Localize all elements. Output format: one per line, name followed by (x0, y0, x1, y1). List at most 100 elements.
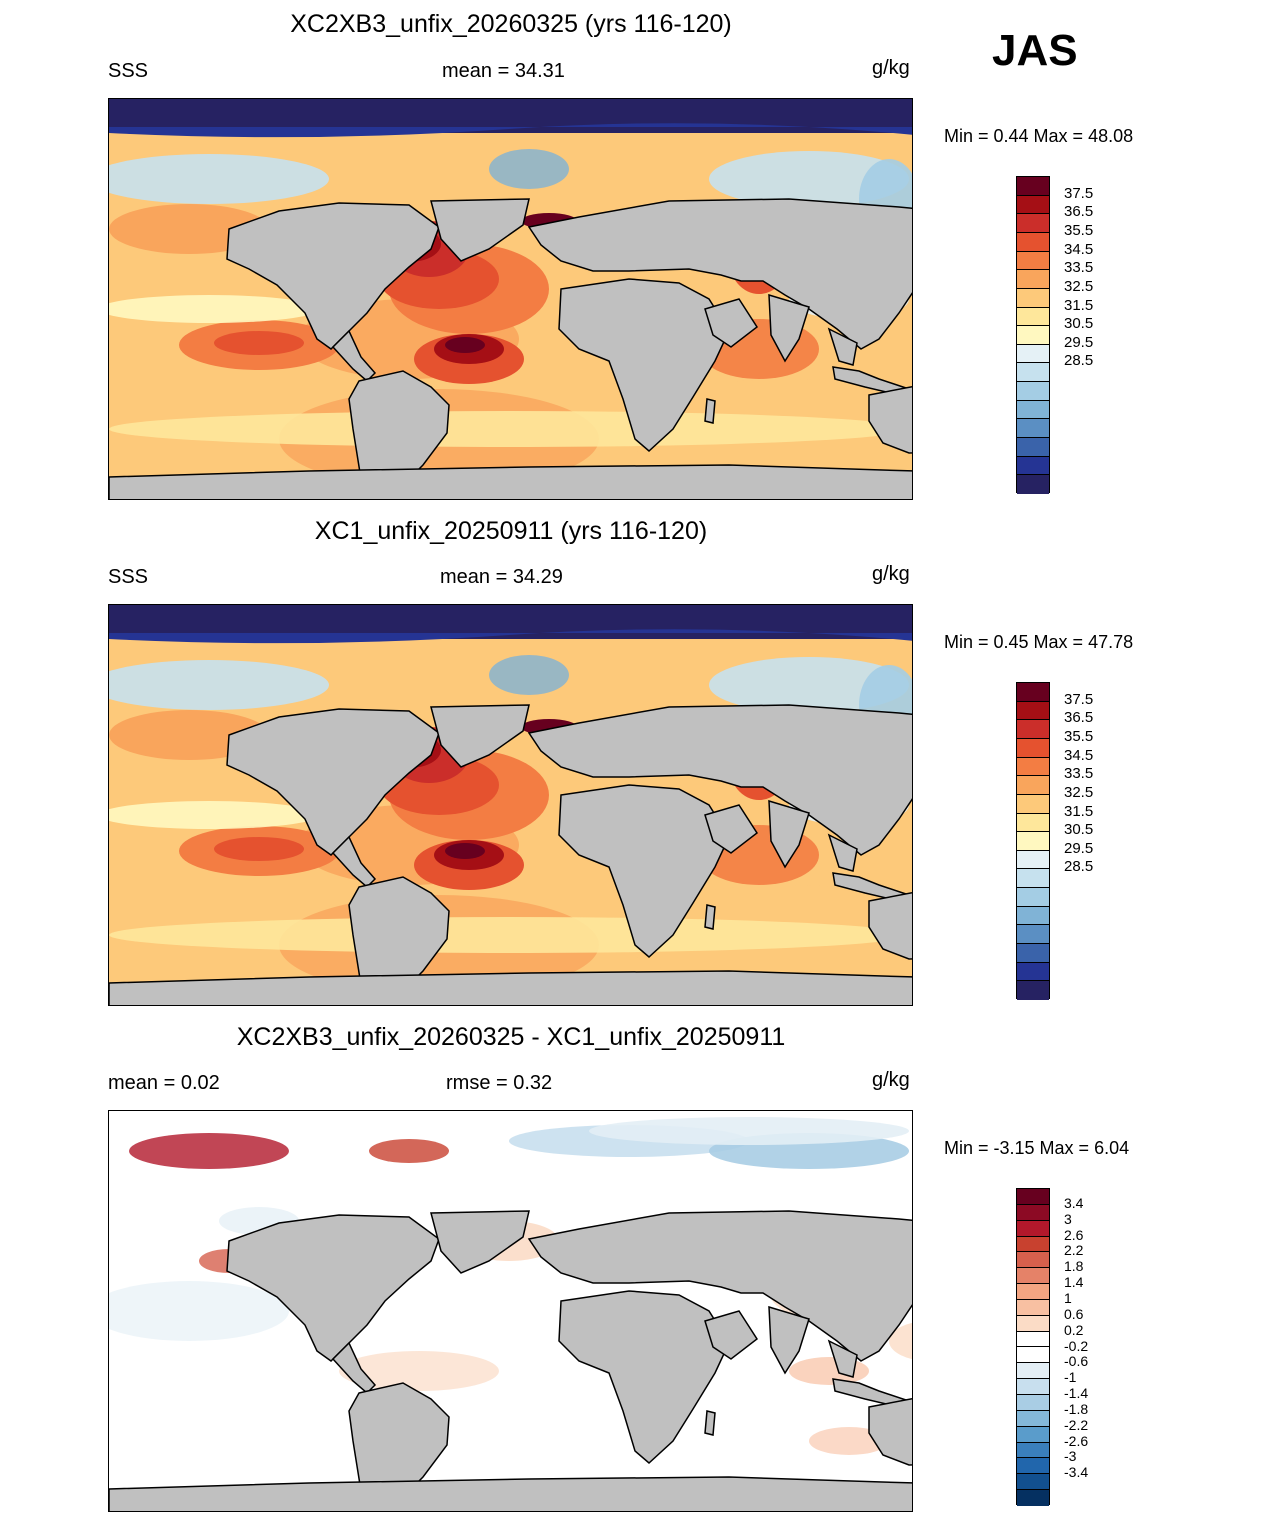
colorbar-swatch (1017, 307, 1049, 327)
colorbar-tick-label: 28.5 (1064, 352, 1094, 370)
colorbar-tick-label: 37.5 (1064, 690, 1094, 708)
colorbar-tick-label: 1 (1064, 1289, 1072, 1306)
panel-3-min-max: Min = -3.15 Max = 6.04 (944, 1138, 1130, 1158)
colorbar-swatch (1017, 925, 1049, 945)
colorbar-swatch (1017, 981, 1049, 1000)
colorbar-swatch (1017, 720, 1049, 739)
panel-2-variable-label: SSS (108, 566, 149, 588)
colorbar-swatch (1017, 683, 1049, 702)
colorbar-tick-label: 28.5 (1064, 858, 1094, 876)
colorbar-tick-label: 2.2 (1064, 1242, 1084, 1259)
colorbar-swatch (1017, 419, 1049, 439)
colorbar-swatch (1017, 832, 1049, 851)
colorbar-swatch (1017, 1347, 1049, 1364)
colorbar-swatch (1017, 456, 1049, 476)
colorbar-tick-label: 36.5 (1064, 709, 1094, 727)
panel-1-colorbar (1016, 176, 1050, 494)
panel-2-title: XC1_unfix_20250911 (yrs 116-120) (314, 517, 708, 545)
colorbar-tick-label: 2.6 (1064, 1226, 1084, 1243)
colorbar-swatch (1017, 326, 1049, 345)
colorbar-tick-label: 30.5 (1064, 821, 1094, 839)
colorbar-tick-label: 35.5 (1064, 727, 1094, 745)
colorbar-swatch (1017, 438, 1049, 457)
colorbar-swatch (1017, 1236, 1049, 1253)
colorbar-swatch (1017, 195, 1049, 215)
colorbar-swatch (1017, 813, 1049, 833)
colorbar-tick-label: 0.2 (1064, 1321, 1084, 1338)
colorbar-tick-label: -3 (1064, 1448, 1077, 1465)
panel-3-units-label: g/kg (872, 1069, 910, 1091)
colorbar-swatch (1017, 1315, 1049, 1332)
colorbar-tick-label: 34.5 (1064, 746, 1094, 764)
colorbar-tick-label: 36.5 (1064, 203, 1094, 221)
colorbar-swatch (1017, 1204, 1049, 1221)
colorbar-swatch (1017, 1490, 1049, 1506)
colorbar-tick-label: 33.5 (1064, 765, 1094, 783)
panel-3-title: XC2XB3_unfix_20260325 - XC1_unfix_202509… (236, 1023, 786, 1051)
panel-3-colorbar (1016, 1188, 1050, 1506)
colorbar-swatch (1017, 400, 1049, 420)
colorbar-tick-label: 34.5 (1064, 240, 1094, 258)
panel-1-mean-label: mean = 34.31 (442, 60, 565, 82)
colorbar-tick-label: 35.5 (1064, 221, 1094, 239)
colorbar-swatch (1017, 251, 1049, 271)
colorbar-tick-label: -2.2 (1064, 1416, 1089, 1433)
colorbar-tick-label: 31.5 (1064, 802, 1094, 820)
colorbar-swatch (1017, 1284, 1049, 1300)
colorbar-tick-label: -2.6 (1064, 1432, 1089, 1449)
panel-1-title: XC2XB3_unfix_20260325 (yrs 116-120) (290, 10, 732, 38)
colorbar-tick-label: 1.4 (1064, 1274, 1084, 1291)
colorbar-swatch (1017, 850, 1049, 870)
colorbar-swatch (1017, 757, 1049, 777)
colorbar-tick-label: -1.4 (1064, 1385, 1089, 1402)
colorbar-tick-label: 1.8 (1064, 1258, 1084, 1275)
colorbar-swatch (1017, 944, 1049, 963)
colorbar-swatch (1017, 738, 1049, 758)
colorbar-swatch (1017, 382, 1049, 401)
colorbar-swatch (1017, 1410, 1049, 1427)
colorbar-swatch (1017, 232, 1049, 252)
colorbar-swatch (1017, 1442, 1049, 1459)
panel-1-sss-map (108, 98, 913, 500)
colorbar-swatch (1017, 288, 1049, 308)
panel-3-difference-map (108, 1110, 913, 1512)
colorbar-swatch (1017, 1458, 1049, 1475)
colorbar-swatch (1017, 1252, 1049, 1269)
colorbar-swatch (1017, 701, 1049, 721)
colorbar-swatch (1017, 1363, 1049, 1380)
colorbar-tick-label: 29.5 (1064, 333, 1094, 351)
colorbar-swatch (1017, 475, 1049, 494)
colorbar-swatch (1017, 214, 1049, 233)
colorbar-swatch (1017, 270, 1049, 289)
colorbar-swatch (1017, 1299, 1049, 1316)
colorbar-swatch (1017, 1189, 1049, 1205)
colorbar-tick-label: -1.8 (1064, 1400, 1089, 1417)
colorbar-swatch (1017, 906, 1049, 926)
panel-3-rmse-label: rmse = 0.32 (446, 1072, 553, 1094)
panel-2-sss-map (108, 604, 913, 1006)
panel-3-mean-label: mean = 0.02 (108, 1072, 220, 1094)
colorbar-tick-label: -0.6 (1064, 1353, 1089, 1370)
colorbar-swatch (1017, 1268, 1049, 1285)
colorbar-swatch (1017, 1331, 1049, 1348)
colorbar-swatch (1017, 1474, 1049, 1491)
colorbar-tick-label: 37.5 (1064, 184, 1094, 202)
colorbar-tick-label: 32.5 (1064, 277, 1094, 295)
colorbar-tick-label: -0.2 (1064, 1337, 1089, 1354)
panel-2-colorbar (1016, 682, 1050, 1000)
colorbar-swatch (1017, 776, 1049, 795)
colorbar-swatch (1017, 177, 1049, 196)
colorbar-tick-label: 31.5 (1064, 296, 1094, 314)
season-label: JAS (992, 26, 1078, 75)
colorbar-tick-label: 3 (1064, 1210, 1072, 1227)
colorbar-swatch (1017, 794, 1049, 814)
colorbar-tick-label: 3.4 (1064, 1194, 1084, 1211)
colorbar-swatch (1017, 1426, 1049, 1443)
colorbar-swatch (1017, 1220, 1049, 1237)
colorbar-swatch (1017, 888, 1049, 907)
colorbar-tick-label: 33.5 (1064, 259, 1094, 277)
colorbar-tick-label: 0.6 (1064, 1305, 1084, 1322)
panel-1-min-max: Min = 0.44 Max = 48.08 (944, 126, 1134, 146)
panel-1-units-label: g/kg (872, 57, 910, 79)
panel-2-min-max: Min = 0.45 Max = 47.78 (944, 632, 1134, 652)
